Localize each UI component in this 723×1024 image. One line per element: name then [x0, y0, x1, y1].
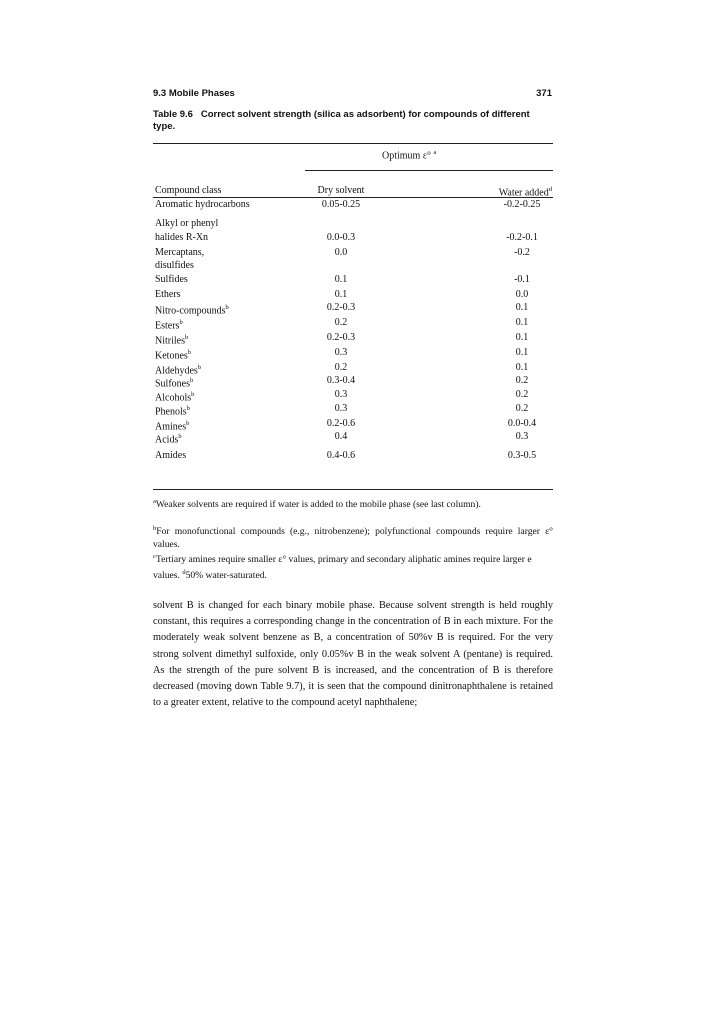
compound-class-cell: Mercaptans,: [155, 247, 205, 258]
col-header-water: Water addedd: [452, 184, 552, 199]
footnote-marker: b: [185, 334, 189, 341]
compound-class-cell: Amides: [155, 450, 187, 461]
compound-class-cell: disulfides: [155, 260, 194, 271]
table-bottom-rule: [153, 489, 553, 490]
compound-class-cell: Aldehydesb: [155, 364, 202, 377]
compound-class-cell: Nitro-compoundsb: [155, 304, 229, 317]
compound-class-cell: Aminesb: [155, 420, 190, 433]
water-added-cell: 0.2: [515, 375, 529, 386]
col-header-water-sup: d: [548, 186, 552, 193]
table-caption: Table 9.6 Correct solvent strength (sili…: [153, 109, 553, 133]
dry-solvent-cell: 0.05-0.25: [321, 199, 361, 210]
footnote-marker: b: [179, 319, 183, 326]
dry-solvent-cell: 0.3: [334, 389, 348, 400]
dry-solvent-cell: 0.2-0.3: [326, 332, 356, 343]
col-header-water-text: Water added: [498, 187, 549, 199]
water-added-cell: 0.2: [515, 403, 529, 414]
dry-solvent-cell: 0.1: [334, 274, 348, 285]
table-top-rule: [153, 143, 553, 144]
footnote-marker: b: [178, 433, 182, 440]
dry-solvent-cell: 0.3-0.4: [326, 375, 356, 386]
page-number: 371: [536, 88, 552, 99]
footnote-a: aWeaker solvents are required if water i…: [153, 498, 481, 511]
footnote-marker: b: [191, 391, 195, 398]
footnote-marker: b: [190, 377, 194, 384]
group-header: Optimum ε° a: [382, 147, 436, 162]
dry-solvent-cell: 0.2: [334, 317, 348, 328]
footnote-b: bFor monofunctional compounds (e.g., nit…: [153, 525, 553, 551]
water-added-cell: -0.1: [514, 274, 530, 285]
compound-class-cell: Ethers: [155, 289, 181, 300]
water-added-cell: 0.1: [515, 362, 529, 373]
running-header-section: 9.3 Mobile Phases: [153, 88, 235, 99]
compound-class-cell: Alcoholsb: [155, 391, 195, 404]
dry-solvent-cell: 0.3: [334, 403, 348, 414]
water-added-cell: 0.3: [515, 431, 529, 442]
compound-class-cell: Acidsb: [155, 433, 182, 446]
water-added-cell: 0.1: [515, 347, 529, 358]
group-header-text: Optimum ε°: [382, 150, 432, 162]
footnote-marker: b: [187, 349, 192, 356]
dry-solvent-cell: 0.2: [334, 362, 348, 373]
group-rule: [305, 170, 553, 171]
table-label: Table 9.6: [153, 109, 193, 120]
footnote-b-text: For monofunctional compounds (e.g., nitr…: [153, 526, 553, 551]
footnote-marker: b: [225, 304, 229, 311]
body-paragraph: solvent B is changed for each binary mob…: [153, 600, 553, 709]
dry-solvent-cell: 0.1: [334, 289, 348, 300]
footnote-marker: b: [186, 405, 190, 412]
compound-class-cell: Phenolsb: [155, 405, 190, 418]
water-added-cell: 0.1: [515, 332, 529, 343]
compound-class-cell: Aromatic hydrocarbons: [155, 199, 250, 210]
footnote-c-text: Tertiary amines require smaller ε° value…: [153, 554, 532, 582]
water-added-cell: 0.0: [515, 289, 529, 300]
footnote-c-d: cTertiary amines require smaller ε° valu…: [153, 553, 532, 582]
water-added-cell: 0.2: [515, 389, 529, 400]
footnote-a-text: Weaker solvents are required if water is…: [155, 499, 481, 511]
compound-class-cell: Estersb: [155, 319, 183, 332]
dry-solvent-cell: 0.3: [334, 347, 348, 358]
header-rule: [153, 197, 553, 198]
dry-solvent-cell: 0.4: [334, 431, 348, 442]
dry-solvent-cell: 0.2-0.6: [326, 418, 356, 429]
compound-class-cell: Alkyl or phenyl: [155, 218, 219, 229]
water-added-cell: -0.2-0.25: [503, 199, 541, 210]
group-header-sup: a: [433, 149, 437, 156]
compound-class-cell: Ketonesb: [155, 349, 192, 362]
water-added-cell: 0.1: [515, 317, 529, 328]
footnote-marker: b: [186, 420, 190, 427]
compound-class-cell: Sulfonesb: [155, 377, 194, 390]
dry-solvent-cell: 0.4-0.6: [326, 450, 356, 461]
water-added-cell: -0.2: [514, 247, 530, 258]
col-header-compound: Compound class: [155, 185, 222, 196]
col-header-dry: Dry solvent: [317, 185, 365, 196]
compound-class-cell: halides R-Xn: [155, 232, 209, 243]
footnote-d-text: 50% water-saturated.: [185, 570, 267, 582]
caption-text: Correct solvent strength (silica as adso…: [153, 109, 530, 132]
water-added-cell: 0.0-0.4: [507, 418, 537, 429]
water-added-cell: 0.3-0.5: [507, 450, 537, 461]
compound-class-cell: Sulfides: [155, 274, 188, 285]
dry-solvent-cell: 0.2-0.3: [326, 302, 356, 313]
footnote-marker: b: [197, 364, 202, 371]
water-added-cell: 0.1: [515, 302, 529, 313]
water-added-cell: -0.2-0.1: [506, 232, 538, 243]
dry-solvent-cell: 0.0-0.3: [326, 232, 356, 243]
compound-class-cell: Nitrilesb: [155, 334, 189, 347]
dry-solvent-cell: 0.0: [334, 247, 348, 258]
